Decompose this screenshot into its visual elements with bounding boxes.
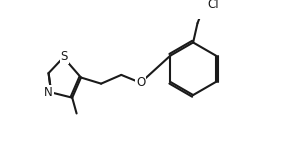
Text: N: N: [44, 86, 53, 99]
Text: Cl: Cl: [207, 0, 219, 11]
Text: O: O: [136, 76, 145, 89]
Text: S: S: [61, 50, 68, 63]
